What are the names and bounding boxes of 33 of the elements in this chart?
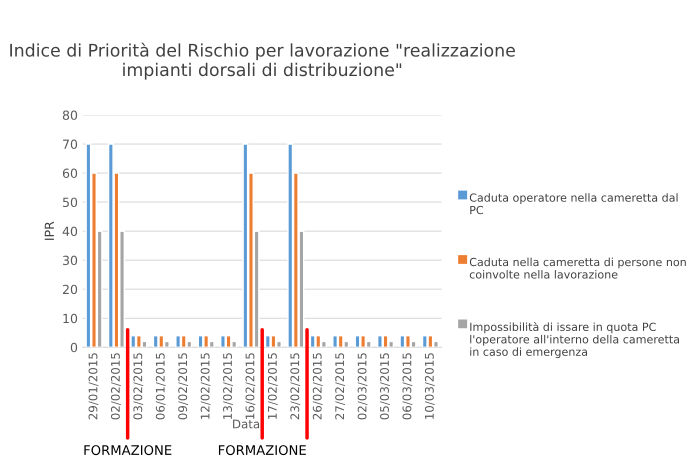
y-tick-label: 0 — [70, 342, 78, 352]
y-tick-label: 70 — [63, 140, 78, 149]
x-tick-label: 29/01/2015 — [88, 353, 98, 420]
legend-label: Caduta nella cameretta di persone non coinvolte nella lavorazione — [470, 258, 686, 279]
x-tick-label: 16/02/2015 — [245, 353, 256, 419]
x-tick-label: 06/03/2015 — [402, 353, 412, 420]
y-tick-label: 10 — [63, 314, 78, 324]
x-tick-label: 02/02/2015 — [110, 353, 121, 420]
chart-title: Indice di Priorità del Rischio per lavorazione "realizzazione impianti dorsali di distribuzione" — [10, 42, 515, 80]
x-tick-label: 17/02/2015 — [268, 353, 278, 419]
x-tick-label: 27/02/2015 — [335, 353, 346, 420]
y-axis-title: IPR — [44, 222, 54, 240]
y-tick-label: 20 — [62, 284, 78, 294]
x-tick-label: 13/02/2015 — [223, 353, 233, 419]
y-tick-label: 60 — [62, 168, 78, 178]
y-tick-label: 50 — [63, 198, 78, 208]
legend-label: Caduta operatore nella cameretta dal PC — [470, 193, 678, 214]
y-tick-label: 80 — [62, 110, 78, 120]
x-tick-label: 02/03/2015 — [358, 353, 368, 420]
x-tick-label: 12/02/2015 — [200, 353, 210, 419]
annotation: FORMAZIONE — [218, 445, 306, 456]
y-tick-label: 40 — [62, 226, 78, 236]
x-tick-label: 06/01/2015 — [156, 353, 166, 420]
x-tick-label: 10/03/2015 — [424, 353, 435, 419]
annotation: FORMAZIONE — [84, 445, 172, 456]
x-tick-label: 03/02/2015 — [133, 353, 144, 420]
legend-label: Impossibilità di issare in quota PC l'operatore all'interno della cameretta in caso di emergenza — [470, 322, 679, 358]
x-axis-title: Data — [233, 420, 260, 428]
y-tick-label: 30 — [62, 256, 78, 266]
x-tick-label: 26/02/2015 — [312, 353, 323, 420]
x-tick-label: 09/02/2015 — [178, 353, 188, 420]
x-tick-label: 23/02/2015 — [290, 353, 300, 420]
x-tick-label: 05/03/2015 — [380, 353, 390, 420]
